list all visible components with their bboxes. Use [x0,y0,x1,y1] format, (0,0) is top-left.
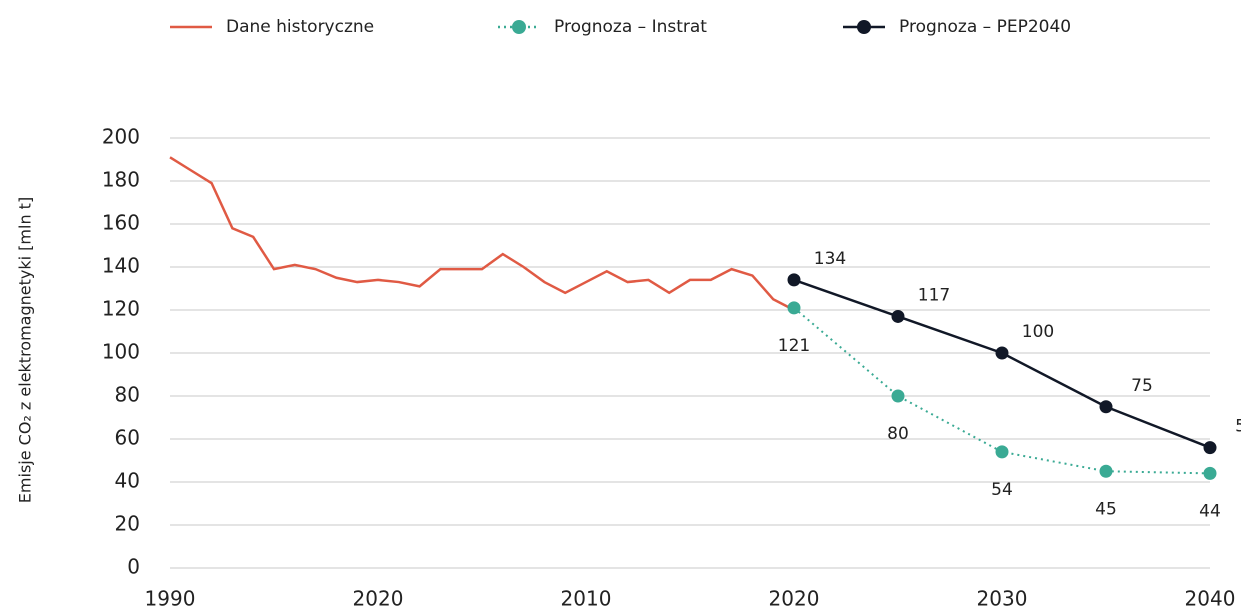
point [1203,441,1217,455]
point [1099,400,1113,414]
legend-label: Prognoza – Instrat [554,17,707,37]
series-line [793,307,1211,475]
data-label: 134 [814,249,846,269]
point [891,309,905,323]
y-tick-label: 140 [102,254,140,278]
y-tick-label: 80 [115,383,140,407]
data-label: 54 [991,480,1013,500]
y-tick-label: 120 [102,297,140,321]
point [787,273,801,287]
legend-label: Dane historyczne [226,17,374,37]
series-line [169,156,795,312]
x-tick-label: 2030 [977,587,1028,611]
data-label: 117 [918,285,950,305]
data-label: 44 [1199,501,1221,521]
y-axis-label: Emisje CO₂ z elektromagnetyki [mln t] [16,197,35,503]
point [995,346,1009,360]
point [787,301,801,315]
point [1203,466,1217,480]
point [891,389,905,403]
data-label: 75 [1131,376,1153,396]
y-tick-label: 20 [115,512,140,536]
x-tick-label: 2010 [561,587,612,611]
x-tick-label: 2020 [353,587,404,611]
y-tick-label: 0 [127,555,140,579]
legend-marker [857,20,871,34]
x-tick-label: 1990 [145,587,196,611]
series-line [793,278,1211,449]
x-tick-label: 2040 [1185,587,1236,611]
y-tick-label: 200 [102,125,140,149]
data-label: 56 [1235,417,1241,437]
x-tick-label: 2020 [769,587,820,611]
data-label: 121 [778,336,810,356]
y-tick-label: 40 [115,469,140,493]
y-tick-label: 100 [102,340,140,364]
point [995,445,1009,459]
y-tick-label: 160 [102,211,140,235]
legend-marker [512,20,526,34]
y-tick-label: 180 [102,168,140,192]
data-label: 100 [1022,322,1054,342]
data-label: 45 [1095,499,1117,519]
y-tick-label: 60 [115,426,140,450]
legend-label: Prognoza – PEP2040 [899,17,1071,37]
data-label: 80 [887,424,909,444]
point [1099,464,1113,478]
